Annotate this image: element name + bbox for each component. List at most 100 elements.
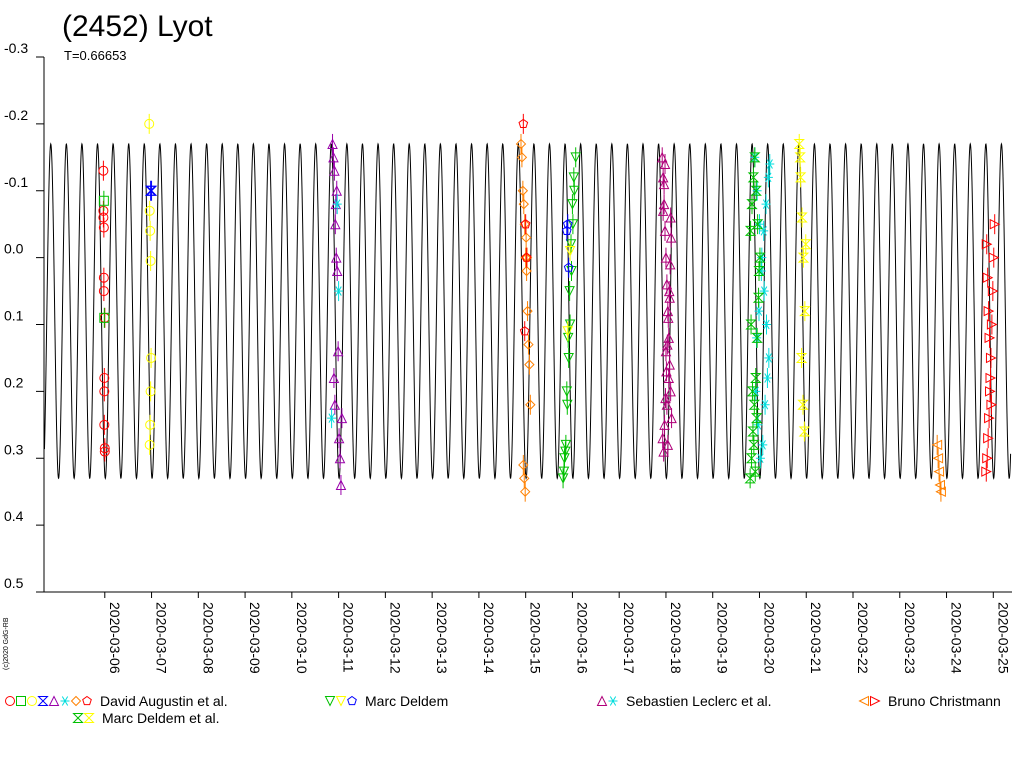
data-point	[744, 225, 757, 236]
legend-marker	[870, 695, 881, 707]
data-point	[336, 412, 348, 424]
data-point	[750, 185, 762, 196]
data-point	[330, 252, 342, 263]
y-tick-label: 0.0	[4, 241, 24, 257]
data-point	[986, 399, 998, 411]
x-tick-label: 2020-03-07	[154, 602, 170, 674]
data-point	[986, 319, 998, 330]
data-point	[560, 446, 571, 458]
x-tick-label: 2020-03-11	[341, 602, 357, 673]
data-point	[567, 219, 579, 230]
legend-marker	[16, 696, 26, 706]
data-point	[760, 399, 770, 410]
legend-label: Sebastien Leclerc et al.	[626, 693, 772, 709]
legend-marker	[608, 696, 618, 706]
data-point	[794, 172, 807, 183]
y-tick-label: 0.1	[4, 308, 24, 324]
data-point	[764, 353, 774, 363]
legend-marker	[335, 696, 347, 707]
data-point	[751, 332, 763, 343]
series-13	[931, 434, 946, 502]
data-points-layer	[98, 113, 1001, 502]
data-point	[144, 205, 155, 216]
data-point	[523, 339, 534, 350]
legend-item: Sebastien Leclerc et al.	[596, 693, 772, 709]
legend-item: David Augustin et al.	[5, 693, 228, 709]
data-point	[516, 152, 528, 163]
data-point	[663, 372, 675, 383]
x-tick-label: 2020-03-17	[621, 602, 637, 674]
y-tick-label: 0.5	[4, 575, 24, 591]
data-point	[518, 118, 529, 129]
model-curve-layer	[43, 142, 1012, 481]
legend-item: Marc Deldem	[324, 693, 448, 709]
data-point	[99, 312, 110, 323]
legend-marker	[5, 696, 15, 706]
series-8	[557, 147, 582, 489]
series-5	[327, 194, 344, 429]
data-point	[798, 426, 811, 437]
series-14	[981, 214, 1001, 482]
data-point	[797, 399, 809, 410]
data-point	[935, 486, 946, 497]
data-point	[753, 266, 765, 276]
series-15	[744, 147, 766, 489]
data-point	[754, 306, 764, 316]
data-point	[525, 399, 536, 410]
data-point	[98, 286, 109, 297]
data-point	[981, 238, 993, 250]
data-point	[932, 452, 944, 464]
x-tick-label: 2020-03-13	[434, 602, 450, 674]
series-3	[144, 180, 158, 201]
x-tick-label: 2020-03-06	[107, 602, 123, 674]
x-tick-label: 2020-03-23	[902, 602, 918, 674]
data-point	[521, 265, 532, 277]
data-point	[563, 352, 574, 364]
y-tick-label: 0.3	[4, 441, 24, 457]
data-point	[334, 452, 346, 464]
data-point	[983, 432, 994, 444]
x-tick-label: 2020-03-24	[949, 602, 965, 674]
data-point	[521, 252, 532, 262]
data-point	[797, 252, 810, 263]
data-point	[570, 152, 582, 163]
data-point	[931, 439, 943, 451]
data-point	[327, 138, 338, 149]
data-point	[331, 265, 343, 276]
data-point	[761, 319, 771, 330]
data-point	[748, 439, 760, 450]
data-point	[517, 185, 529, 196]
data-point	[658, 445, 669, 457]
data-point	[98, 222, 109, 233]
data-point	[98, 195, 109, 206]
data-point	[934, 479, 945, 491]
x-tick-label: 2020-03-21	[808, 602, 824, 674]
data-point	[750, 373, 762, 383]
data-point	[983, 305, 995, 317]
data-point	[560, 439, 572, 451]
data-point	[985, 352, 997, 364]
data-point	[659, 419, 670, 430]
data-point	[330, 218, 341, 230]
legend-item: Bruno Christmann	[858, 693, 1001, 709]
data-point	[664, 258, 676, 270]
legend-label: Marc Deldem	[365, 693, 448, 709]
series-9	[562, 240, 576, 342]
data-point	[662, 312, 674, 323]
x-tick-label: 2020-03-08	[200, 602, 216, 674]
data-point	[145, 255, 156, 266]
data-point	[99, 419, 110, 430]
data-point	[565, 239, 577, 250]
x-tick-label: 2020-03-15	[528, 602, 544, 674]
legend-marker	[82, 695, 92, 706]
x-tick-label: 2020-03-16	[574, 602, 590, 674]
x-tick-label: 2020-03-10	[294, 602, 310, 674]
x-tick-label: 2020-03-12	[387, 602, 403, 674]
legend-marker	[324, 696, 336, 707]
data-point	[666, 412, 677, 424]
data-point	[519, 326, 530, 336]
legend: David Augustin et al. Marc Deldem Sebastie…	[5, 693, 1001, 726]
series-7	[518, 113, 532, 342]
data-point	[145, 419, 156, 430]
data-point	[745, 453, 758, 464]
